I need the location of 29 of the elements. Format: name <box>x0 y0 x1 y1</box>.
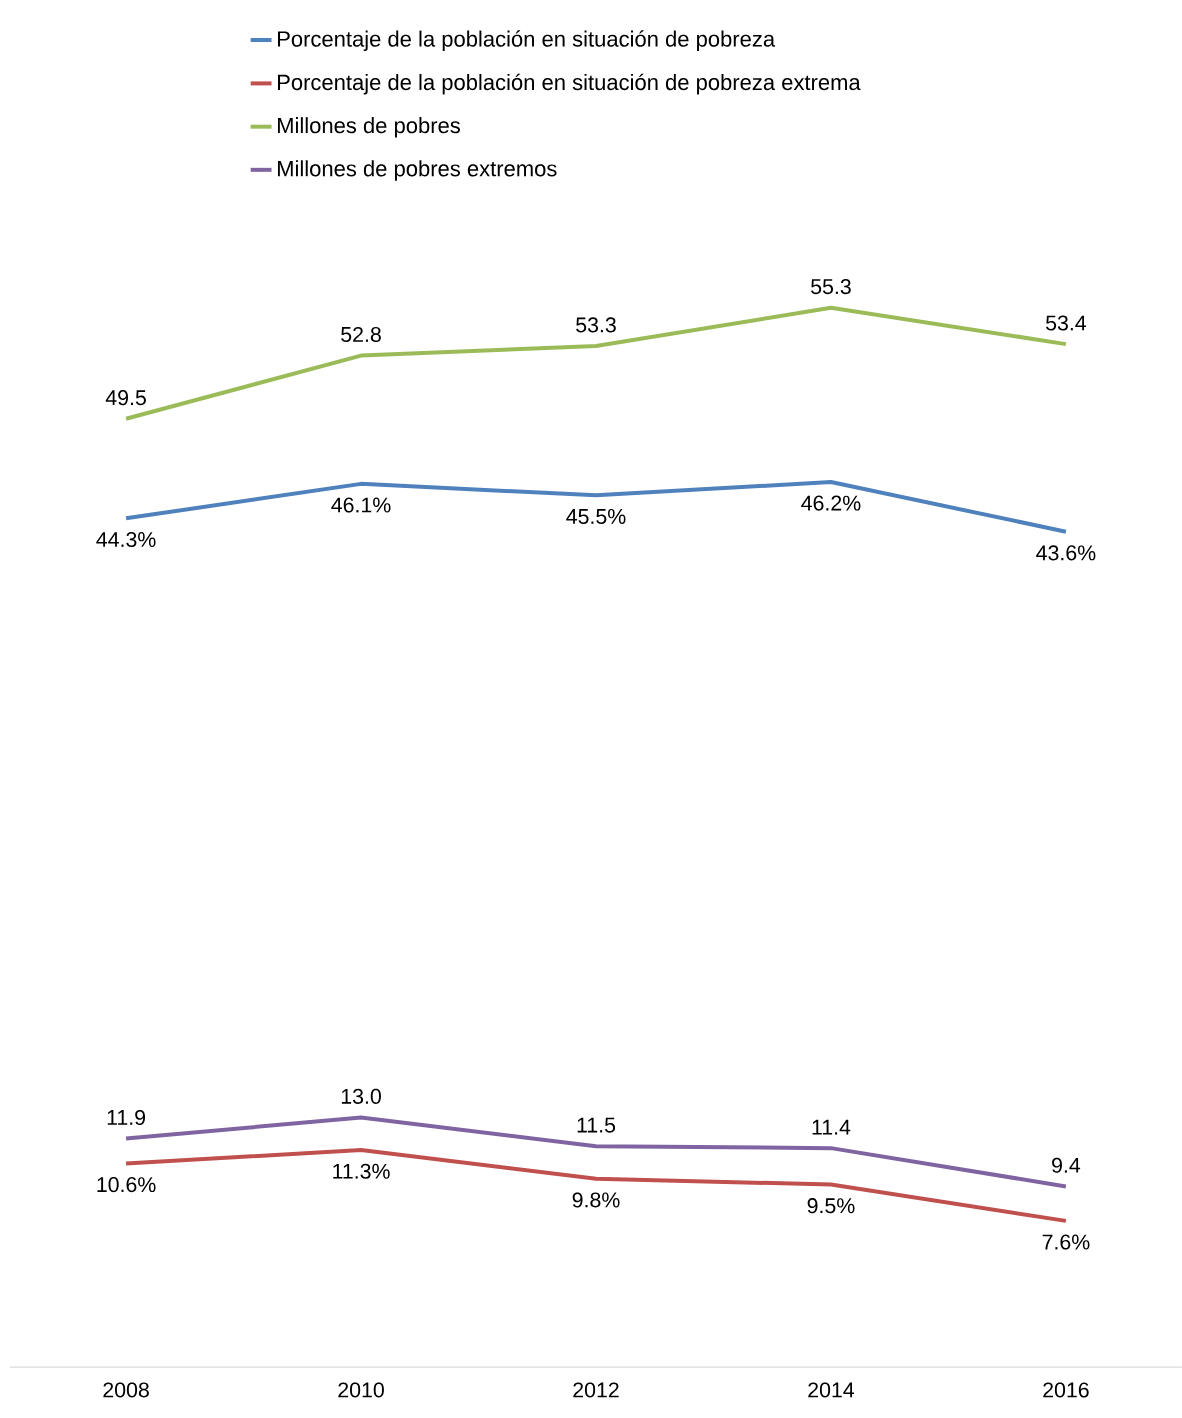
data-label: 11.5 <box>577 1117 616 1133</box>
data-label: 49.5 <box>105 390 146 406</box>
data-label: 7.6% <box>1042 1234 1090 1250</box>
data-label: 43.6% <box>1036 545 1096 561</box>
data-label: 46.2% <box>801 495 861 511</box>
data-label: 55.3 <box>811 279 851 295</box>
x-tick-label: 2016 <box>1043 1382 1089 1398</box>
x-tick-label: 2010 <box>338 1382 384 1398</box>
data-label: 11.9 <box>107 1109 146 1125</box>
data-label: 11.3% <box>333 1163 390 1179</box>
data-label: 9.5% <box>807 1198 855 1214</box>
x-tick-label: 2008 <box>103 1382 149 1398</box>
data-label: 44.3% <box>96 531 156 548</box>
data-label: 52.8 <box>341 326 381 343</box>
x-tick-label: 2012 <box>573 1382 619 1398</box>
x-tick-label: 2014 <box>808 1382 855 1398</box>
data-label: 13.0 <box>341 1088 381 1104</box>
legend-label: Millones de pobres <box>277 117 460 138</box>
data-label: 10.6% <box>97 1177 156 1193</box>
data-label: 9.4 <box>1052 1157 1081 1173</box>
data-label: 46.1% <box>331 497 391 513</box>
data-label: 11.4 <box>812 1119 851 1135</box>
data-label: 9.8% <box>572 1192 620 1208</box>
data-label: 45.5% <box>566 508 626 524</box>
legend-label: Porcentaje de la población en situación de pobreza <box>277 30 776 52</box>
legend-label: Porcentaje de la población en situación de pobreza extrema <box>277 73 861 95</box>
data-label: 53.4 <box>1046 315 1087 331</box>
data-label: 53.3 <box>576 317 616 333</box>
legend-label: Millones de pobres extremos <box>277 160 557 181</box>
